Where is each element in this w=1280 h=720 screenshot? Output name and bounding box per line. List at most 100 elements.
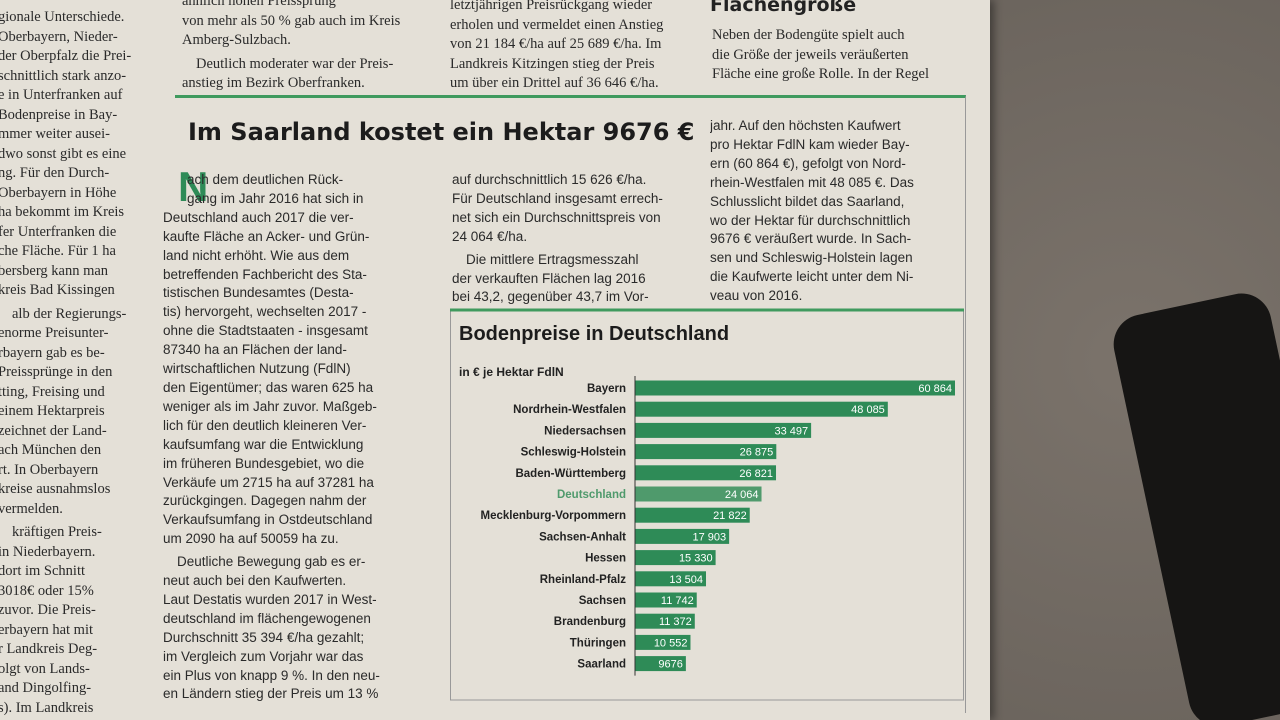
category-label: Schleswig-Holstein (521, 447, 626, 459)
text-line: veau von 2016. (710, 288, 803, 304)
text-line: bei 43,2, gegenüber 43,7 im Vor- (452, 289, 649, 305)
drop-cap: N (178, 163, 209, 210)
text-line: 3018€ oder 15% (0, 582, 94, 599)
article-column: auf durchschnittlich 15 626 €/ha. Für Deu… (452, 171, 697, 307)
value-label: 24 064 (725, 489, 759, 501)
text-line: ha bekommt im Kreis (0, 204, 125, 220)
text-line: Deutlich moderater war der Preis- (196, 55, 394, 72)
text-line: einem Hektarpreis (0, 403, 105, 419)
text-line: Bodenpreise in Bay- (0, 106, 118, 123)
text-line: von mehr als 50 % gab auch im Kreis (182, 12, 401, 29)
value-label: 33 497 (774, 425, 808, 437)
value-label: 21 822 (713, 510, 747, 522)
text-line: 24 064 €/ha. (452, 228, 528, 244)
text-line: net sich ein Durchschnittspreis von (452, 209, 661, 225)
text-line: Oberbayern, Nieder- (0, 28, 118, 45)
category-label: Saarland (577, 659, 626, 671)
value-label: 11 372 (659, 616, 692, 628)
bar (635, 656, 686, 672)
value-label: 26 821 (739, 468, 773, 480)
value-label: 11 742 (661, 595, 694, 607)
text-line: rhein-Westfalen mit 48 085 €. Das (710, 174, 914, 190)
text-line: e in Unterfranken auf (0, 87, 123, 103)
text-line: gionale Unterschiede. (0, 9, 125, 25)
text-line: Landkreis Kitzingen stieg der Preis (450, 55, 655, 72)
category-label: Sachsen-Anhalt (539, 531, 626, 543)
text-line: kaufsumfang war die Entwicklung (163, 436, 364, 452)
text-line: tting, Freising und (0, 383, 105, 400)
text-line: Verkaufsumfang in Ostdeutschland (163, 512, 373, 528)
value-label: 26 875 (740, 447, 774, 459)
text-line: Durchschnitt 35 394 €/ha gezahlt; (163, 629, 365, 645)
text-line: land nicht erhöht. Wie aus dem (163, 247, 350, 263)
text-line: auf durchschnittlich 15 626 €/ha. (452, 172, 647, 187)
text-line: betreffenden Fachbericht des Sta- (163, 266, 367, 282)
category-label: Sachsen (579, 595, 626, 607)
text-line: Neben der Bodengüte spielt auch (712, 27, 905, 43)
chart: Bodenpreise in Deutschland in € je Hekta… (450, 308, 964, 701)
text-line: mmer weiter ausei- (0, 126, 110, 142)
value-label: 13 504 (669, 574, 703, 586)
category-label: Nordrhein-Westfalen (513, 404, 626, 416)
text-line: Die mittlere Ertragsmesszahl (466, 251, 639, 267)
dark-object (1108, 287, 1280, 720)
text-line: in Niederbayern. (0, 543, 96, 560)
text-line: tistischen Bundesamtes (Desta- (163, 285, 354, 301)
text-line: dort im Schnitt (0, 563, 85, 579)
text-line: rt. In Oberbayern (0, 461, 99, 478)
top-column: Neben der Bodengüte spielt auch die Größe… (712, 26, 962, 85)
bar (635, 634, 691, 650)
text-line: ng. Für den Durch- (0, 165, 110, 181)
category-label: Bayern (587, 383, 626, 395)
text-line: kräftigen Preis- (12, 524, 102, 540)
text-line: Verkäufe um 2715 ha auf 37281 ha (163, 474, 374, 490)
text-line: erholen und vermeldet einen Anstieg (450, 16, 664, 33)
category-label: Brandenburg (554, 616, 626, 628)
chart-title: Bodenpreise in Deutschland (459, 323, 729, 345)
category-label: Mecklenburg-Vorpommern (481, 510, 626, 522)
text-line: lich für den deutlich kleineren Ver- (163, 417, 367, 433)
text-line: Deutliche Bewegung gab es er- (177, 554, 366, 570)
text-line: der verkauften Flächen lag 2016 (452, 270, 646, 286)
section-heading: Flächengröße (710, 0, 857, 16)
bar (635, 422, 812, 438)
value-label: 15 330 (679, 553, 713, 565)
text-line: um über ein Drittel auf 36 646 €/ha. (450, 75, 659, 91)
bar (635, 507, 750, 523)
text-line: bersberg kann man (0, 262, 109, 279)
text-line: s). Im Landkreis (0, 699, 94, 716)
article-title: Im Saarland kostet ein Hektar 9676 € (188, 118, 695, 146)
article-column: ach dem deutlichen Rück-gang im Jahr 201… (163, 171, 433, 704)
text-line: dwo sonst gibt es eine (0, 145, 127, 162)
bar (635, 444, 777, 460)
text-line: and Dingolfing- (0, 680, 92, 696)
bar (635, 401, 888, 417)
bar (635, 486, 762, 502)
text-line: um 2090 ha auf 50059 ha zu. (163, 531, 339, 547)
text-line: weniger als im Jahr zuvor. Maßgeb- (163, 398, 377, 414)
text-line: ern (60 864 €), gefolgt von Nord- (710, 155, 906, 171)
text-line: letztjährigen Preisrückgang wieder (450, 0, 653, 13)
text-line: anstieg im Bezirk Oberfranken. (182, 75, 365, 91)
text-line: Schlusslicht bildet das Saarland, (710, 193, 905, 209)
text-line: Deutschland auch 2017 die ver- (163, 209, 354, 225)
text-line: zurückgingen. Dagegen nahm der (163, 493, 367, 509)
text-line: Amberg-Sulzbach. (182, 32, 291, 48)
bar (635, 528, 730, 544)
category-label: Deutschland (557, 489, 626, 501)
text-line: die Größe der jeweils veräußerten (712, 46, 909, 63)
text-line: che Fläche. Für 1 ha (0, 243, 116, 259)
top-column: ähnlich hohen Preissprung von mehr als 50… (182, 0, 432, 94)
category-label: Niedersachsen (544, 425, 626, 437)
value-label: 60 864 (918, 383, 952, 395)
text-line: kaufte Fläche an Acker- und Grün- (163, 228, 370, 244)
bar (635, 592, 697, 608)
value-label: 48 085 (851, 404, 885, 416)
text-line: rbayern gab es be- (0, 344, 105, 361)
text-line: sen und Schleswig-Holstein lagen (710, 250, 913, 266)
text-line: Laut Destatis wurden 2017 in West- (163, 591, 377, 607)
text-line: zuvor. Die Preis- (0, 602, 96, 618)
text-line: ein Plus von knapp 9 %. In den neu- (163, 667, 380, 683)
bar (635, 550, 716, 566)
